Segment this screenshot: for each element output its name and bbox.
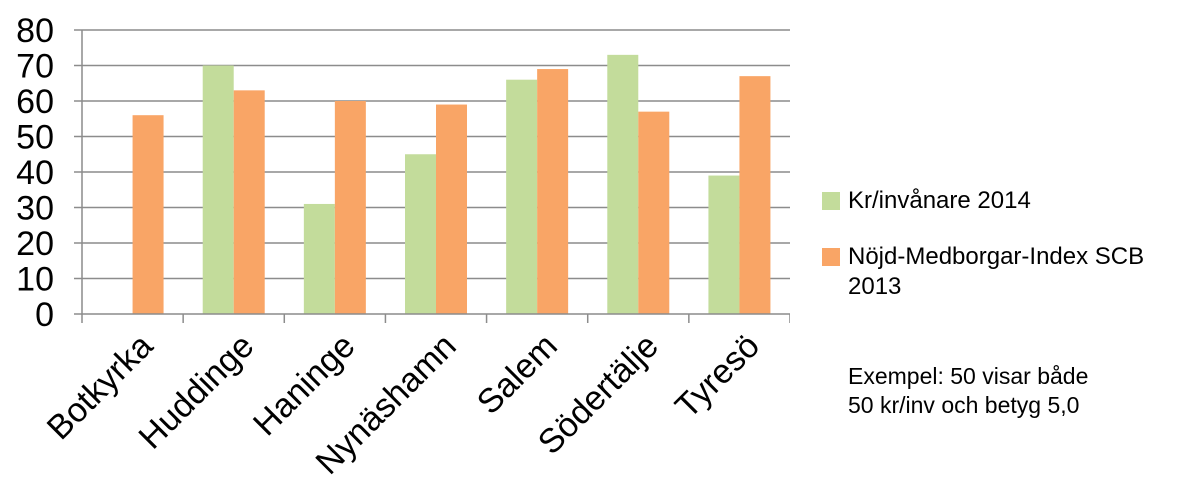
bar xyxy=(739,76,771,315)
legend-label-series-1: Kr/invånare 2014 xyxy=(848,187,1031,214)
chart-note: Exempel: 50 visar både 50 kr/inv och bet… xyxy=(848,363,1089,418)
bar xyxy=(506,79,538,314)
y-tick-label: 70 xyxy=(16,48,54,86)
bar xyxy=(638,111,670,315)
y-tick-label: 10 xyxy=(16,261,54,299)
bar xyxy=(233,90,265,314)
bar xyxy=(202,65,234,314)
legend-label-series-2: Nöjd-Medborgar-Index SCB 2013 xyxy=(848,243,1145,300)
bar xyxy=(405,154,436,314)
bar xyxy=(537,69,569,314)
y-tick-label: 50 xyxy=(16,119,54,157)
bars xyxy=(132,54,771,315)
x-tick-label: Tyresö xyxy=(668,327,767,426)
axes xyxy=(81,30,790,315)
bar xyxy=(132,115,164,314)
x-tick-label: Salem xyxy=(470,327,565,422)
bar xyxy=(436,104,467,314)
y-tick-label: 60 xyxy=(16,83,54,121)
bar xyxy=(334,101,366,314)
y-tick-label: 20 xyxy=(16,225,54,263)
y-tick-label: 30 xyxy=(16,190,54,228)
y-tick-label: 0 xyxy=(35,296,54,334)
legend: Kr/invånare 2014 Nöjd-Medborgar-Index SC… xyxy=(822,186,1182,328)
legend-item-series-2: Nöjd-Medborgar-Index SCB 2013 xyxy=(822,242,1168,302)
bar xyxy=(708,175,740,314)
legend-item-series-1: Kr/invånare 2014 xyxy=(822,186,1182,216)
y-tick-label: 40 xyxy=(16,154,54,192)
y-tick-label: 80 xyxy=(16,12,54,50)
bar xyxy=(303,203,335,314)
bar xyxy=(607,54,639,314)
legend-swatch-series-1 xyxy=(822,192,840,210)
legend-swatch-series-2 xyxy=(822,248,840,266)
